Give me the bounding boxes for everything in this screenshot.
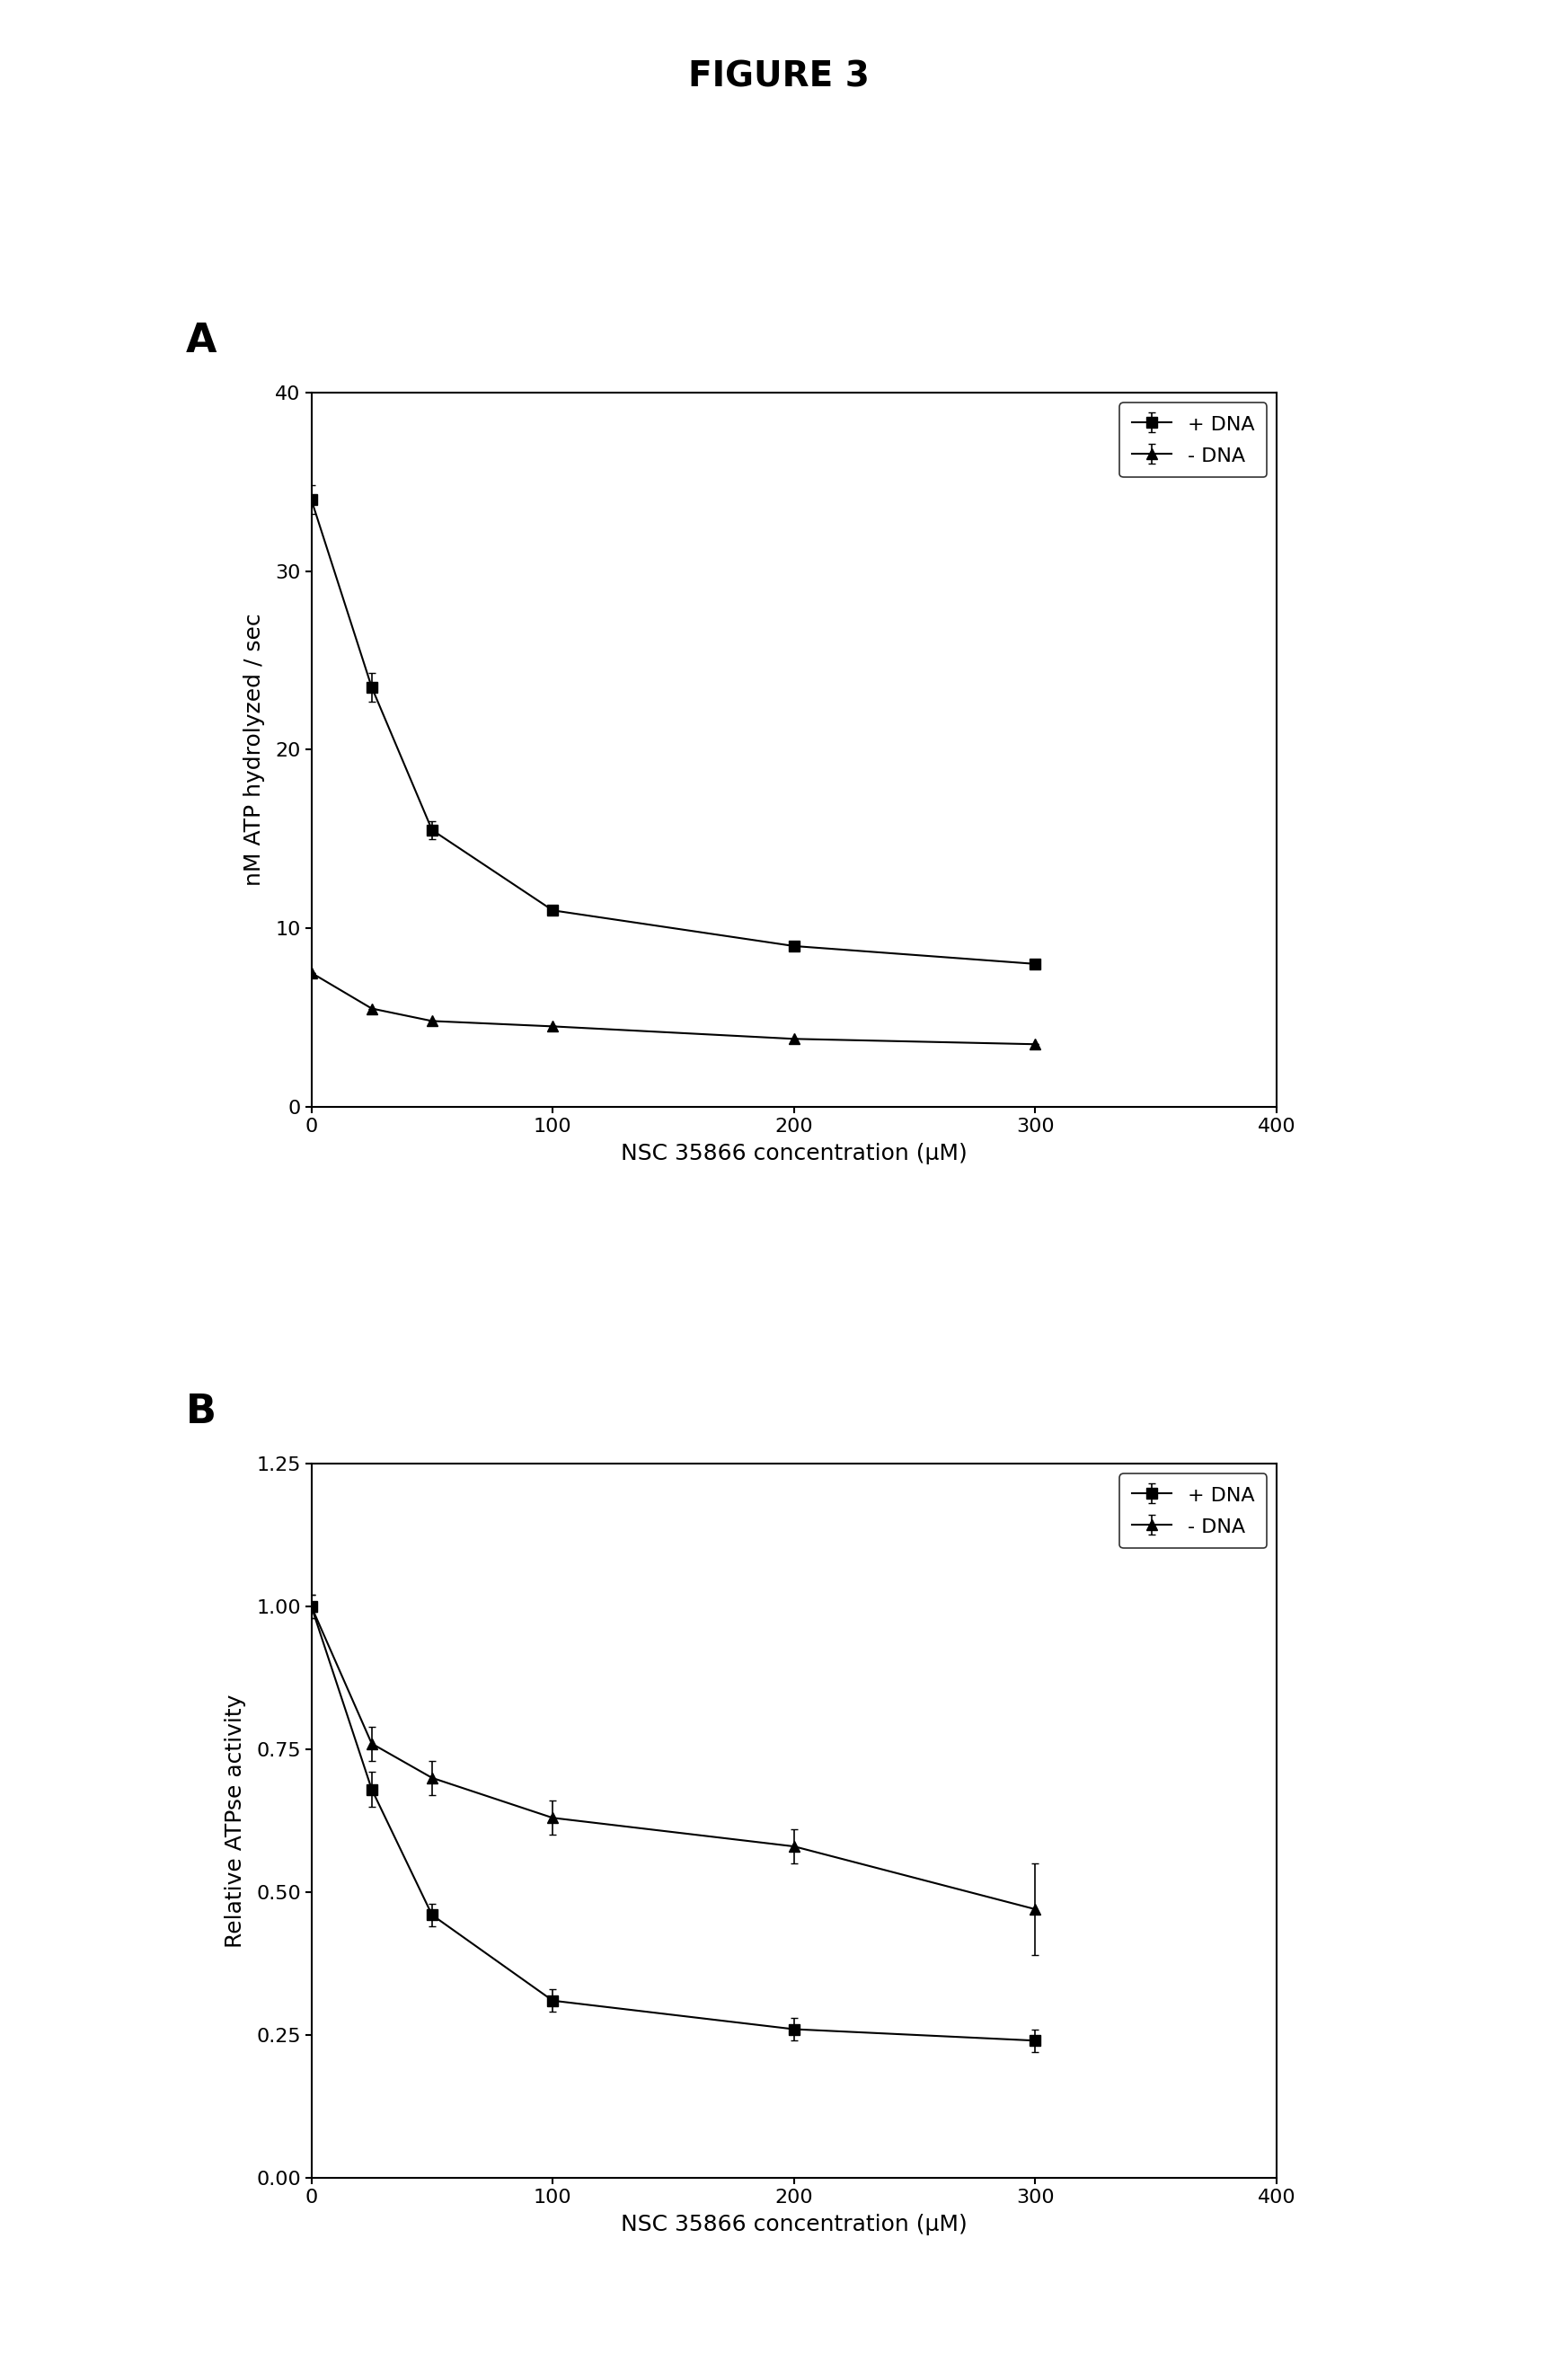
X-axis label: NSC 35866 concentration (μM): NSC 35866 concentration (μM) <box>621 2213 966 2235</box>
Text: A: A <box>185 321 216 359</box>
Text: B: B <box>185 1392 216 1430</box>
Legend: + DNA, - DNA: + DNA, - DNA <box>1119 1473 1267 1549</box>
Y-axis label: nM ATP hydrolyzed / sec: nM ATP hydrolyzed / sec <box>244 614 265 885</box>
Y-axis label: Relative ATPse activity: Relative ATPse activity <box>224 1695 246 1947</box>
Text: FIGURE 3: FIGURE 3 <box>688 60 868 93</box>
X-axis label: NSC 35866 concentration (μM): NSC 35866 concentration (μM) <box>621 1142 966 1164</box>
Legend: + DNA, - DNA: + DNA, - DNA <box>1119 402 1267 478</box>
